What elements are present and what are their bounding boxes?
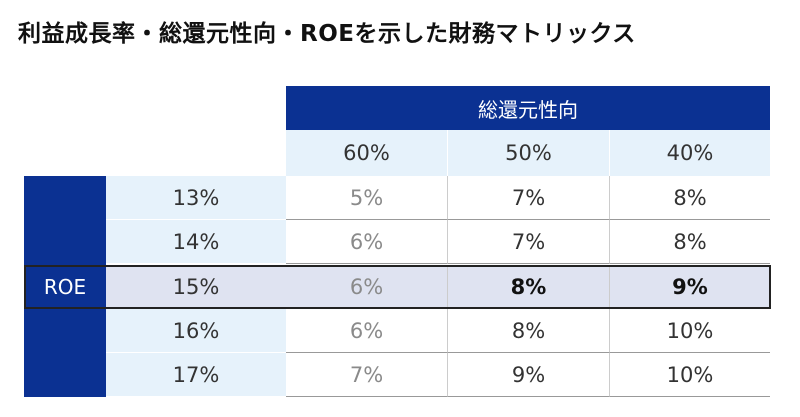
table-cell: 8% bbox=[448, 265, 610, 309]
page-title: 利益成長率・総還元性向・ROEを示した財務マトリックス bbox=[18, 21, 636, 47]
column-label-2: 50% bbox=[448, 130, 610, 176]
table-cell: 6% bbox=[286, 309, 448, 353]
table-cell: 7% bbox=[448, 220, 610, 264]
table-cell: 10% bbox=[610, 353, 770, 397]
table-cell: 8% bbox=[610, 220, 770, 264]
row-label-2: 14% bbox=[106, 220, 286, 264]
row-header: ROE bbox=[24, 176, 106, 397]
row-label-4: 16% bbox=[106, 309, 286, 353]
table-cell: 8% bbox=[448, 309, 610, 353]
table-cell: 5% bbox=[286, 176, 448, 220]
row-label-1: 13% bbox=[106, 176, 286, 220]
table-cell: 9% bbox=[610, 265, 770, 309]
row-label-5: 17% bbox=[106, 353, 286, 397]
table-cell: 9% bbox=[448, 353, 610, 397]
table-cell: 7% bbox=[448, 176, 610, 220]
table-cell: 10% bbox=[610, 309, 770, 353]
table-cell: 8% bbox=[610, 176, 770, 220]
row-label-3: 15% bbox=[106, 265, 286, 309]
column-header: 総還元性向 bbox=[286, 86, 770, 130]
table-cell: 6% bbox=[286, 220, 448, 264]
table-cell: 7% bbox=[286, 353, 448, 397]
column-label-1: 60% bbox=[286, 130, 448, 176]
table-cell: 6% bbox=[286, 265, 448, 309]
column-label-3: 40% bbox=[610, 130, 770, 176]
